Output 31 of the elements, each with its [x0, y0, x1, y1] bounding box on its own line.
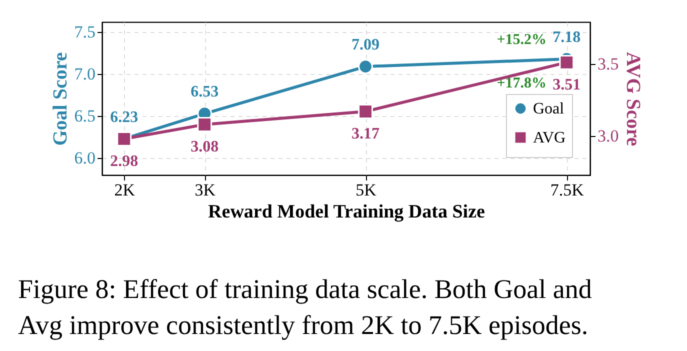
y2-tick-label: 3.5 [598, 54, 619, 74]
y-tick-label: 7.0 [74, 64, 96, 84]
data-label: 6.23 [110, 108, 138, 126]
point [358, 59, 373, 74]
y-axis-title: Goal Score [49, 52, 72, 146]
data-label: 7.18 [552, 28, 581, 46]
point [358, 104, 373, 119]
y-tick-label: 6.0 [74, 148, 96, 168]
data-label: 3.17 [352, 125, 380, 142]
caption: Figure 8: Effect of training data scale. Both Goal and [18, 274, 592, 304]
y2-axis-title: AVG Score [622, 52, 644, 146]
x-tick-label: 7.5K [550, 180, 585, 200]
point [559, 54, 574, 70]
data-label: 3.51 [552, 76, 581, 94]
y-tick-label: 7.5 [74, 22, 96, 42]
legend-label: AVG [533, 130, 566, 146]
annotation: +17.8% [496, 75, 547, 92]
data-label: 6.53 [190, 84, 219, 101]
x-tick-label: 5K [356, 180, 378, 200]
y2-tick-label: 3.0 [598, 126, 619, 146]
x-tick-label: 3K [194, 180, 216, 200]
y-tick-label: 6.5 [74, 106, 96, 126]
x-tick-label: 2K [114, 180, 136, 200]
annotation: +15.2% [496, 32, 547, 48]
legend-label: Goal [533, 100, 565, 118]
x-axis-title: Reward Model Training Data Size [208, 202, 485, 222]
data-label: 3.08 [190, 138, 219, 156]
point [197, 117, 212, 132]
data-label: 2.98 [110, 152, 138, 170]
data-label: 7.09 [352, 36, 380, 54]
text: Avg improve consistently from 2K to 7.5K episodes. [18, 310, 588, 340]
